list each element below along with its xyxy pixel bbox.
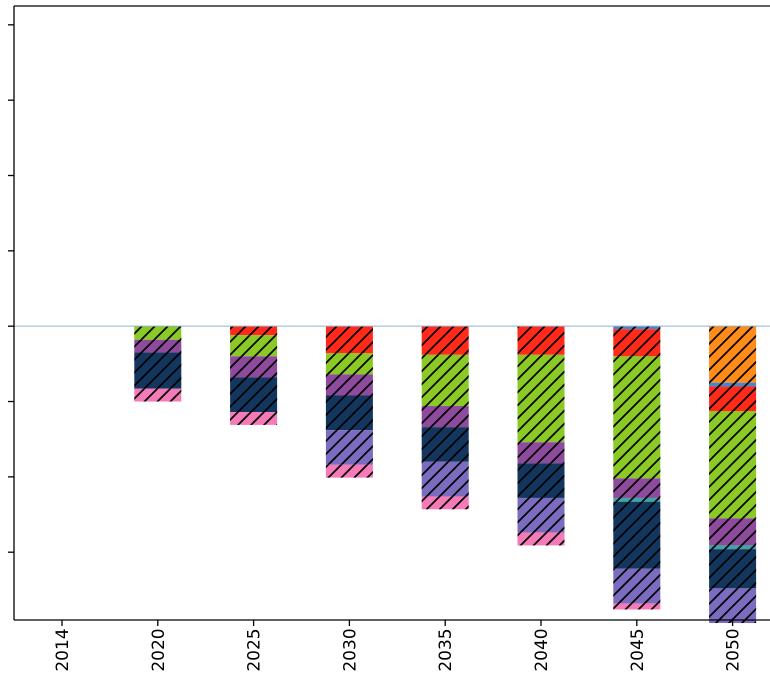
bar-hatch-2030-3 [325, 353, 373, 375]
bar-hatch-2040-2 [517, 326, 565, 355]
bar-hatch-2045-4 [613, 478, 661, 498]
bar-hatch-2030-6 [325, 395, 373, 431]
x-tick-label: 2040 [532, 628, 552, 671]
bar-hatch-2030-2 [325, 326, 373, 354]
bar-hatch-2050-3 [709, 411, 757, 519]
bar-hatch-2035-7 [421, 461, 469, 497]
x-tick-label: 2025 [245, 628, 265, 671]
bar-hatch-2020-3 [134, 326, 182, 340]
bar-hatch-2025-8 [230, 412, 278, 425]
x-tick-label: 2035 [436, 628, 456, 671]
x-tick-label: 2050 [724, 628, 744, 671]
bar-hatch-2025-2 [230, 326, 278, 336]
bar-hatch-2020-4 [134, 339, 182, 353]
bar-hatch-2050-7 [709, 588, 757, 624]
bars-layer [134, 326, 757, 624]
bar-hatch-2030-7 [325, 430, 373, 465]
bar-hatch-2045-7 [613, 568, 661, 604]
bar-hatch-2040-7 [517, 497, 565, 533]
bar-hatch-2050-5 [709, 545, 757, 550]
bar-hatch-2040-4 [517, 442, 565, 464]
bar-hatch-2045-1 [613, 326, 661, 330]
bar-hatch-2030-8 [325, 464, 373, 478]
bar-hatch-2035-2 [421, 326, 469, 355]
bar-hatch-2025-3 [230, 335, 278, 357]
bar-hatch-2045-5 [613, 497, 661, 502]
bar-hatch-2025-4 [230, 356, 278, 378]
bar-hatch-2045-8 [613, 603, 661, 610]
bar-hatch-2050-1 [709, 382, 757, 387]
bar-hatch-2035-4 [421, 406, 469, 428]
bar-hatch-2035-8 [421, 496, 469, 510]
bar-hatch-2025-6 [230, 377, 278, 413]
bar-hatch-2040-3 [517, 354, 565, 443]
x-tick-label: 2014 [53, 628, 73, 671]
x-tick-label: 2045 [628, 628, 648, 671]
bar-hatch-2045-2 [613, 329, 661, 357]
bar-hatch-2050-0 [709, 326, 757, 383]
x-tick-labels: 2014 2020 2025 2030 2035 2040 2045 2050 [53, 628, 744, 671]
bar-hatch-2040-8 [517, 532, 565, 546]
bar-hatch-2035-6 [421, 427, 469, 462]
bar-hatch-2020-6 [134, 352, 182, 389]
bar-hatch-2040-6 [517, 463, 565, 498]
bar-hatch-2020-8 [134, 388, 182, 402]
bar-hatch-2050-4 [709, 518, 757, 546]
bar-hatch-2030-4 [325, 374, 373, 396]
bar-hatch-2050-2 [709, 386, 757, 412]
x-tick-label: 2030 [340, 628, 360, 671]
bar-hatch-2045-6 [613, 501, 661, 569]
bar-hatch-2045-3 [613, 356, 661, 479]
bar-hatch-2035-3 [421, 354, 469, 407]
bar-hatch-2050-6 [709, 549, 757, 589]
x-tick-label: 2020 [149, 628, 169, 671]
axes-layer [8, 5, 770, 626]
